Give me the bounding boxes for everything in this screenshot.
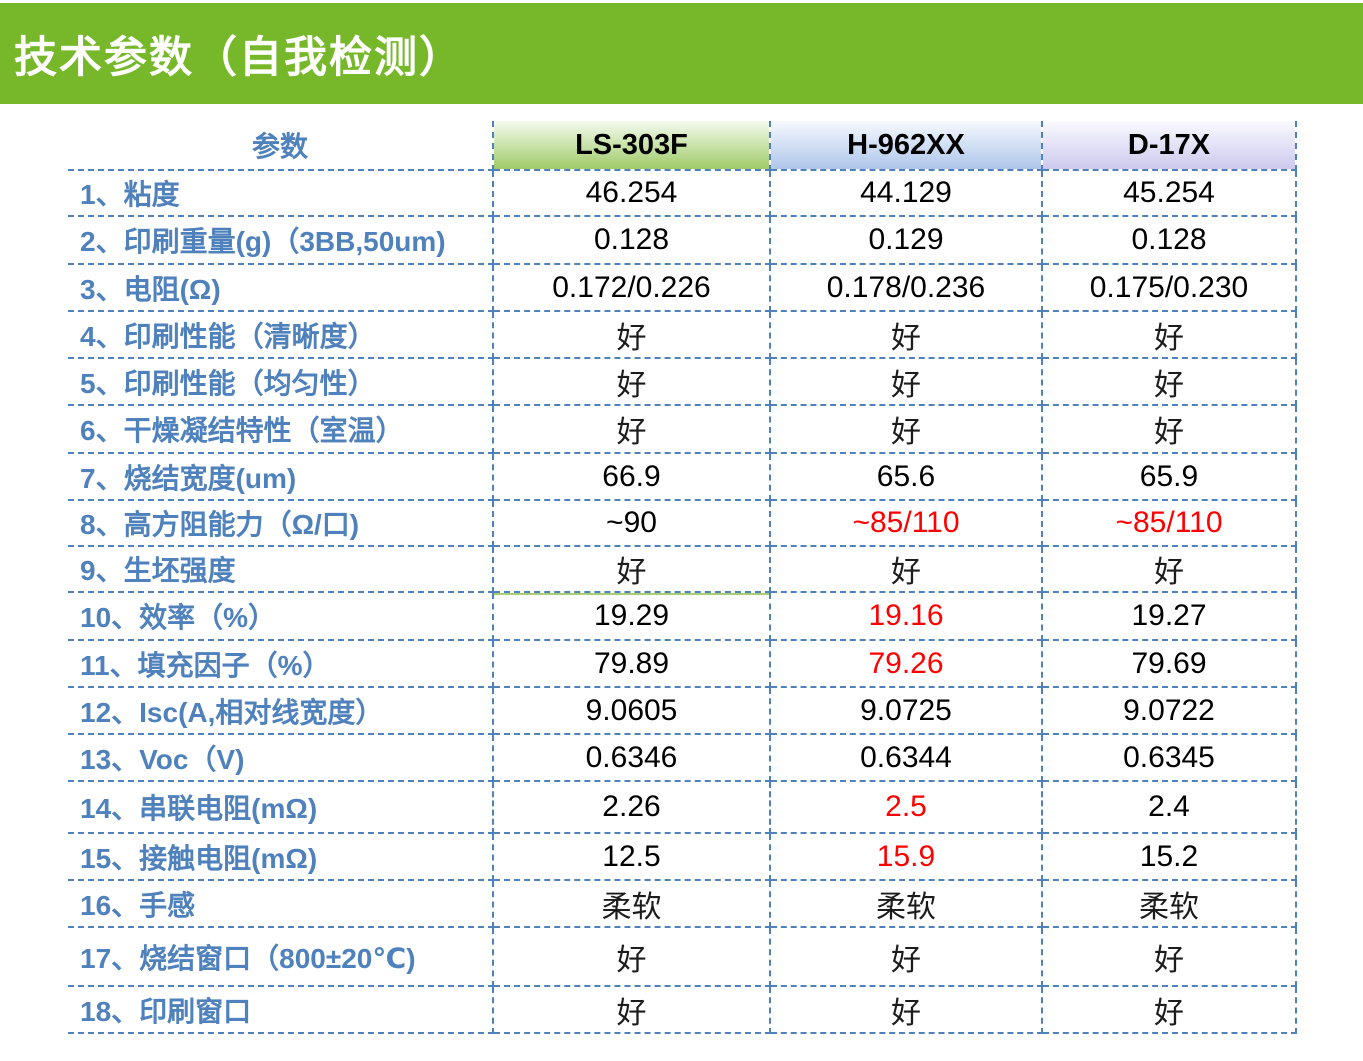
column-header-d-17x: D-17X xyxy=(1041,121,1297,171)
parameters-table: 参数 LS-303F H-962XX D-17X 1、粘度 46.254 44.12… xyxy=(68,121,1297,1034)
table-row: 2、印刷重量(g)（3BB,50um) 0.128 0.129 0.128 xyxy=(68,215,1297,265)
param-label: 9、生坯强度 xyxy=(68,545,494,593)
value-cell: 0.128 xyxy=(492,215,771,265)
value-cell: 79.26 xyxy=(769,639,1043,688)
value-cell: 0.172/0.226 xyxy=(492,263,771,312)
value-cell: 好 xyxy=(1041,310,1297,359)
param-label: 18、印刷窗口 xyxy=(68,985,494,1034)
table-row: 12、Isc(A,相对线宽度） 9.0605 9.0725 9.0722 xyxy=(68,686,1297,735)
value-cell: 好 xyxy=(492,357,771,406)
param-label: 3、电阻(Ω) xyxy=(68,263,494,312)
value-cell: 好 xyxy=(492,926,771,987)
value-cell: 9.0725 xyxy=(769,686,1043,735)
column-header-h-962xx: H-962XX xyxy=(769,121,1043,171)
value-cell: 79.89 xyxy=(492,639,771,688)
param-label: 13、Voc（V) xyxy=(68,733,494,782)
value-cell: 柔软 xyxy=(1041,879,1297,928)
value-cell: ~85/110 xyxy=(769,499,1043,547)
param-column-header: 参数 xyxy=(68,121,494,171)
table-row: 14、串联电阻(mΩ) 2.26 2.5 2.4 xyxy=(68,780,1297,834)
value-cell: 2.4 xyxy=(1041,780,1297,834)
value-cell: 79.69 xyxy=(1041,639,1297,688)
title-bar: 技术参数（自我检测） xyxy=(0,3,1363,104)
value-cell: 9.0722 xyxy=(1041,686,1297,735)
table-row: 1、粘度 46.254 44.129 45.254 xyxy=(68,169,1297,217)
param-label: 12、Isc(A,相对线宽度） xyxy=(68,686,494,735)
value-cell: 好 xyxy=(492,985,771,1034)
param-label: 11、填充因子（%） xyxy=(68,639,494,688)
param-label: 2、印刷重量(g)（3BB,50um) xyxy=(68,215,494,265)
param-label: 15、接触电阻(mΩ) xyxy=(68,832,494,881)
value-cell: 15.2 xyxy=(1041,832,1297,881)
value-cell: 65.6 xyxy=(769,452,1043,501)
value-cell: 12.5 xyxy=(492,832,771,881)
table-row: 13、Voc（V) 0.6346 0.6344 0.6345 xyxy=(68,733,1297,782)
value-cell: 好 xyxy=(769,926,1043,987)
param-label: 17、烧结窗口（800±20℃) xyxy=(68,926,494,987)
value-cell: 好 xyxy=(1041,404,1297,454)
page-title: 技术参数（自我检测） xyxy=(14,33,464,82)
value-cell: ~90 xyxy=(492,499,771,547)
value-cell: 0.6344 xyxy=(769,733,1043,782)
value-cell: 2.26 xyxy=(492,780,771,834)
param-label: 4、印刷性能（清晰度） xyxy=(68,310,494,359)
param-label: 7、烧结宽度(um) xyxy=(68,452,494,501)
table-row: 5、印刷性能（均匀性）好好好 xyxy=(68,357,1297,406)
value-cell: 45.254 xyxy=(1041,169,1297,217)
value-cell: 65.9 xyxy=(1041,452,1297,501)
param-label: 1、粘度 xyxy=(68,169,494,217)
value-cell: 19.27 xyxy=(1041,591,1297,641)
table-row: 4、印刷性能（清晰度）好好好 xyxy=(68,310,1297,359)
value-cell: 0.6345 xyxy=(1041,733,1297,782)
param-label: 8、高方阻能力（Ω/口) xyxy=(68,499,494,547)
value-cell: 46.254 xyxy=(492,169,771,217)
value-cell: 柔软 xyxy=(769,879,1043,928)
value-cell: 好 xyxy=(1041,545,1297,593)
value-cell: 好 xyxy=(1041,926,1297,987)
value-cell: 柔软 xyxy=(492,879,771,928)
value-cell: 好 xyxy=(769,404,1043,454)
table-row: 6、干燥凝结特性（室温）好好好 xyxy=(68,404,1297,454)
value-cell: 好 xyxy=(769,310,1043,359)
value-cell: 好 xyxy=(1041,985,1297,1034)
table-row: 8、高方阻能力（Ω/口) ~90 ~85/110 ~85/110 xyxy=(68,499,1297,547)
value-cell: 0.175/0.230 xyxy=(1041,263,1297,312)
value-cell: 好 xyxy=(769,545,1043,593)
column-header-ls-303f: LS-303F xyxy=(492,121,771,171)
value-cell: 0.128 xyxy=(1041,215,1297,265)
value-cell: ~85/110 xyxy=(1041,499,1297,547)
value-cell: 15.9 xyxy=(769,832,1043,881)
value-cell: 0.178/0.236 xyxy=(769,263,1043,312)
param-label: 16、手感 xyxy=(68,879,494,928)
table-row: 17、烧结窗口（800±20℃) 好好好 xyxy=(68,926,1297,987)
value-cell: 好 xyxy=(769,985,1043,1034)
value-cell: 9.0605 xyxy=(492,686,771,735)
value-cell: 19.16 xyxy=(769,591,1043,641)
param-label: 6、干燥凝结特性（室温） xyxy=(68,404,494,454)
value-cell: 好 xyxy=(492,545,771,593)
table-row: 3、电阻(Ω) 0.172/0.226 0.178/0.236 0.175/0.230 xyxy=(68,263,1297,312)
table-row: 10、效率（%） 19.29 19.16 19.27 xyxy=(68,591,1297,641)
value-cell: 44.129 xyxy=(769,169,1043,217)
value-cell: 66.9 xyxy=(492,452,771,501)
value-cell: 好 xyxy=(492,310,771,359)
table-row: 15、接触电阻(mΩ) 12.5 15.9 15.2 xyxy=(68,832,1297,881)
value-cell: 好 xyxy=(1041,357,1297,406)
header-row: 参数 LS-303F H-962XX D-17X xyxy=(68,121,1297,171)
value-cell: 0.6346 xyxy=(492,733,771,782)
param-label: 5、印刷性能（均匀性） xyxy=(68,357,494,406)
param-label: 14、串联电阻(mΩ) xyxy=(68,780,494,834)
value-cell: 好 xyxy=(769,357,1043,406)
table-row: 18、印刷窗口好好好 xyxy=(68,985,1297,1034)
table-row: 7、烧结宽度(um) 66.9 65.6 65.9 xyxy=(68,452,1297,501)
value-cell: 好 xyxy=(492,404,771,454)
table-row: 11、填充因子（%） 79.89 79.26 79.69 xyxy=(68,639,1297,688)
table-row: 16、手感 柔软 柔软 柔软 xyxy=(68,879,1297,928)
table-row: 9、生坯强度好好好 xyxy=(68,545,1297,593)
value-cell: 2.5 xyxy=(769,780,1043,834)
param-label: 10、效率（%） xyxy=(68,591,494,641)
value-cell: 0.129 xyxy=(769,215,1043,265)
value-cell: 19.29 xyxy=(492,591,771,641)
